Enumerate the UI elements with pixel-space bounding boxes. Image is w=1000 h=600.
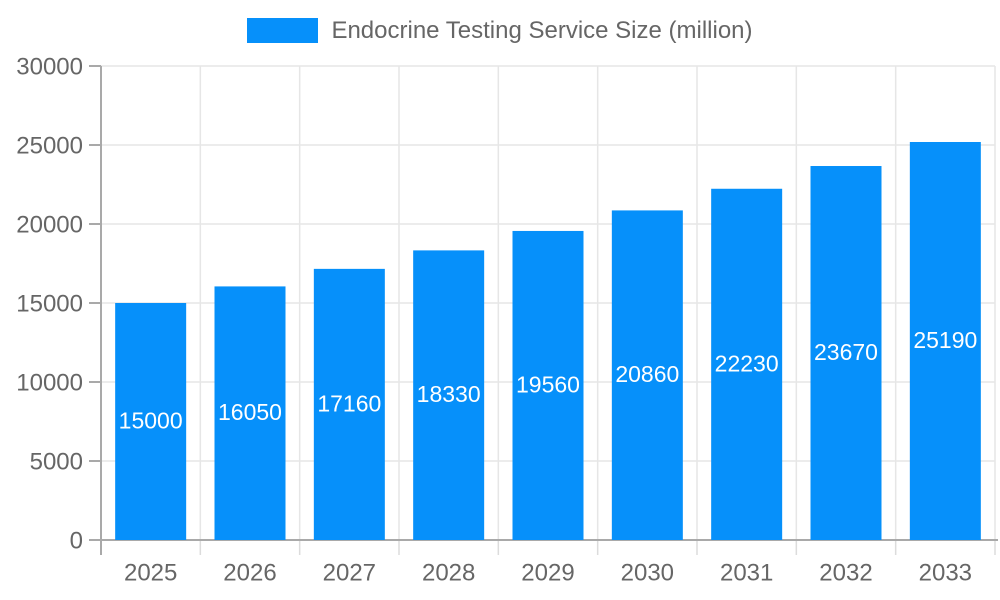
bar-2025[interactable] [115, 303, 187, 540]
y-tick-label: 0 [70, 528, 83, 555]
bar-value-label: 16050 [218, 399, 282, 425]
legend-label: Endocrine Testing Service Size (million) [331, 17, 753, 44]
bar-2033[interactable] [909, 141, 981, 541]
bar-value-label: 20860 [615, 361, 679, 387]
bar-2029[interactable] [512, 230, 584, 540]
x-tick-label: 2025 [124, 560, 177, 587]
y-tick-label: 30000 [16, 54, 83, 81]
x-tick-label: 2027 [323, 560, 376, 587]
bar-2026[interactable] [214, 286, 286, 540]
legend-swatch [247, 18, 319, 43]
bar-value-label: 25190 [913, 327, 977, 353]
y-tick-label: 15000 [16, 291, 83, 318]
x-tick-label: 2029 [521, 560, 574, 587]
bar-value-label: 19560 [516, 371, 580, 397]
bar-value-label: 18330 [417, 381, 481, 407]
x-tick-label: 2028 [422, 560, 475, 587]
bar-2028[interactable] [413, 250, 485, 541]
x-tick-label: 2032 [819, 560, 872, 587]
x-tick-label: 2031 [720, 560, 773, 587]
bar-value-label: 22230 [715, 350, 779, 376]
bar-value-label: 23670 [814, 339, 878, 365]
y-tick-label: 20000 [16, 212, 83, 239]
x-tick-label: 2026 [223, 560, 276, 587]
bar-2031[interactable] [711, 188, 783, 541]
bar-value-label: 17160 [317, 390, 381, 416]
x-tick-label: 2030 [621, 560, 674, 587]
x-tick-label: 2033 [919, 560, 972, 587]
bar-2032[interactable] [810, 166, 882, 540]
y-tick-label: 25000 [16, 133, 83, 160]
legend-item[interactable]: Endocrine Testing Service Size (million) [0, 17, 1000, 44]
y-tick-label: 10000 [16, 370, 83, 397]
bar-2030[interactable] [611, 210, 683, 541]
y-tick-label: 5000 [30, 449, 83, 476]
bar-value-label: 15000 [119, 408, 183, 434]
bar-2027[interactable] [313, 268, 385, 540]
